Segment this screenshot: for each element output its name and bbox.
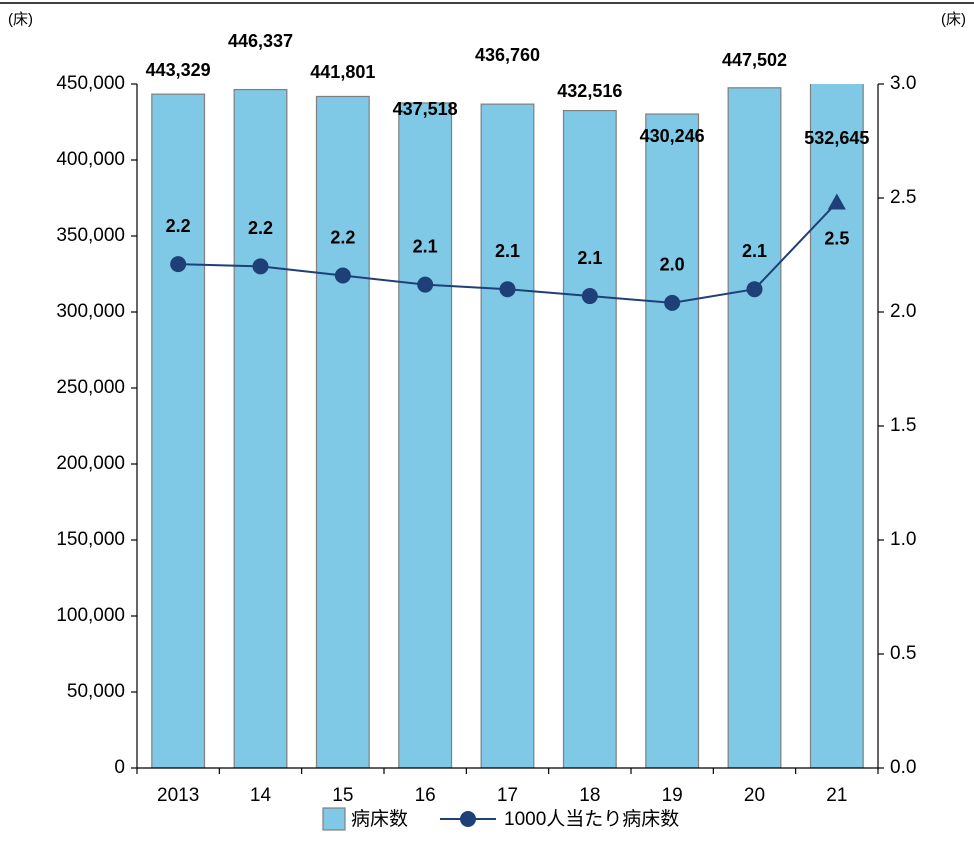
x-tick-label: 17 bbox=[497, 785, 518, 806]
y-tick-label: 150,000 bbox=[56, 529, 125, 550]
y-tick-label: 400,000 bbox=[56, 149, 125, 170]
y2-tick-label: 3.0 bbox=[890, 73, 916, 94]
line-value-label: 2.2 bbox=[166, 216, 191, 236]
line-marker bbox=[170, 256, 187, 273]
bar bbox=[151, 93, 206, 768]
x-tick-label: 19 bbox=[662, 785, 683, 806]
line-marker bbox=[746, 281, 763, 298]
legend-label: 1000人当たり病床数 bbox=[504, 808, 679, 830]
line-value-label: 2.1 bbox=[742, 241, 767, 261]
x-tick-label: 20 bbox=[744, 785, 765, 806]
unit-left: (床) bbox=[8, 11, 33, 28]
y-tick-label: 250,000 bbox=[56, 377, 125, 398]
bar bbox=[562, 109, 617, 768]
y-tick-label: 350,000 bbox=[56, 225, 125, 246]
legend-marker bbox=[460, 811, 476, 827]
line-value-label: 2.1 bbox=[495, 241, 520, 261]
legend-label: 病床数 bbox=[351, 808, 408, 830]
y2-tick-label: 0.0 bbox=[890, 757, 916, 778]
line-marker bbox=[664, 294, 681, 311]
bar bbox=[809, 84, 864, 768]
bar-value-label: 441,801 bbox=[310, 62, 375, 82]
bar-value-label: 432,516 bbox=[557, 81, 622, 101]
line-marker bbox=[334, 267, 351, 284]
bar bbox=[480, 103, 535, 768]
line-marker bbox=[252, 258, 269, 275]
bar-value-label: 436,760 bbox=[475, 45, 540, 65]
line-marker bbox=[581, 288, 598, 305]
x-tick-label: 21 bbox=[826, 785, 847, 806]
bars bbox=[151, 84, 864, 768]
x-tick-label: 18 bbox=[579, 785, 600, 806]
bar-value-label: 443,329 bbox=[146, 60, 211, 80]
y-tick-label: 450,000 bbox=[56, 73, 125, 94]
legend-swatch-bar bbox=[322, 807, 346, 831]
y2-tick-label: 2.0 bbox=[890, 301, 916, 322]
line-marker bbox=[827, 193, 846, 210]
y2-tick-label: 1.0 bbox=[890, 529, 916, 550]
y-tick-label: 100,000 bbox=[56, 605, 125, 626]
y-tick-label: 300,000 bbox=[56, 301, 125, 322]
bar bbox=[398, 102, 453, 768]
line-marker bbox=[499, 281, 516, 298]
line-value-label: 2.1 bbox=[577, 248, 602, 268]
bar-value-label: 430,246 bbox=[640, 126, 705, 146]
y2-tick-label: 0.5 bbox=[890, 643, 916, 664]
bar-value-label: 532,645 bbox=[804, 128, 869, 148]
line-value-label: 2.2 bbox=[330, 227, 355, 247]
line-value-label: 2.5 bbox=[824, 228, 849, 248]
line-value-label: 2.2 bbox=[248, 218, 273, 238]
bar bbox=[727, 87, 782, 768]
line-value-label: 2.1 bbox=[413, 236, 438, 256]
bar-value-label: 437,518 bbox=[393, 99, 458, 119]
line-marker bbox=[417, 276, 434, 293]
bar bbox=[233, 88, 288, 768]
x-tick-label: 2013 bbox=[157, 785, 199, 806]
y2-tick-label: 2.5 bbox=[890, 187, 916, 208]
x-tick-label: 15 bbox=[332, 785, 353, 806]
x-tick-label: 16 bbox=[415, 785, 436, 806]
bar bbox=[315, 95, 370, 768]
y-tick-label: 50,000 bbox=[67, 681, 125, 702]
bar-value-label: 447,502 bbox=[722, 50, 787, 70]
y2-tick-label: 1.5 bbox=[890, 415, 916, 436]
y-tick-label: 0 bbox=[114, 757, 125, 778]
line-value-label: 2.0 bbox=[660, 255, 685, 275]
bar-value-label: 446,337 bbox=[228, 31, 293, 51]
y-tick-label: 200,000 bbox=[56, 453, 125, 474]
bar bbox=[645, 113, 700, 768]
x-tick-label: 14 bbox=[250, 785, 272, 806]
unit-right: (床) bbox=[941, 11, 966, 28]
